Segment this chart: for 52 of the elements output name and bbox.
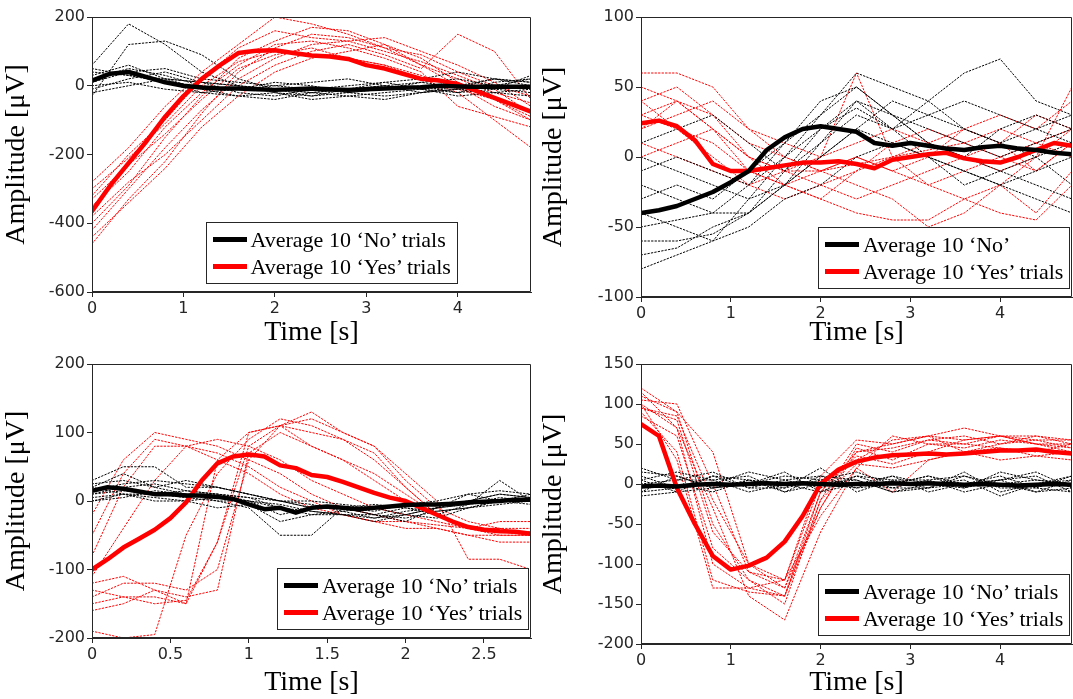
- x-axis-title: Time [s]: [264, 314, 359, 346]
- y-tick-label: -50: [607, 216, 634, 236]
- y-tick-label: 0: [74, 490, 85, 510]
- x-tick-label: 1.5: [314, 643, 340, 663]
- x-tick-label: 1: [243, 643, 254, 663]
- x-tick-label: 3: [905, 649, 916, 669]
- y-tick-label: 100: [603, 6, 634, 26]
- y-tick-label: 50: [613, 433, 634, 453]
- x-tick-label: 4: [452, 297, 463, 317]
- y-axis-title: Amplitude [μV]: [0, 410, 31, 592]
- x-axis-title: Time [s]: [264, 664, 359, 696]
- x-tick-label: 4: [995, 302, 1006, 322]
- x-tick-label: 1: [725, 302, 736, 322]
- y-tick-label: 150: [603, 353, 634, 373]
- y-tick-label: 100: [54, 421, 85, 441]
- x-tick-label: 1: [725, 649, 736, 669]
- legend-label: Average 10 ‘No’ trials: [863, 578, 1059, 605]
- legend-label: Average 10 ‘Yes’ trials: [863, 605, 1064, 632]
- y-tick-label: -100: [48, 558, 85, 578]
- legend-label: Average 10 ‘No’: [863, 231, 1011, 258]
- y-tick-label: 200: [54, 353, 85, 373]
- y-axis-title: Amplitude [μV]: [0, 64, 31, 245]
- y-tick-label: -100: [597, 286, 634, 306]
- y-tick-label: -100: [597, 553, 634, 573]
- y-tick-label: -150: [597, 593, 634, 613]
- y-tick-label: -200: [48, 143, 85, 163]
- x-tick-label: 2: [269, 297, 281, 317]
- legend-label: Average 10 ‘Yes’ trials: [250, 253, 451, 280]
- y-tick-label: 50: [613, 76, 634, 96]
- y-tick-label: 0: [623, 473, 634, 493]
- y-tick-label: 100: [603, 393, 634, 413]
- y-tick-label: 0: [74, 74, 85, 94]
- y-tick-label: -400: [48, 212, 85, 232]
- legend-label: Average 10 ‘Yes’ trials: [322, 599, 523, 626]
- y-tick-label: -600: [48, 281, 85, 301]
- legend-label: Average 10 ‘No’ trials: [322, 572, 518, 599]
- y-axis-title: Amplitude [μV]: [536, 66, 568, 248]
- x-tick-label: 2: [400, 643, 411, 663]
- legend-label: Average 10 ‘No’ trials: [250, 226, 446, 253]
- x-tick-label: 2.5: [471, 643, 497, 663]
- x-tick-label: 3: [361, 297, 372, 317]
- y-tick-label: 200: [54, 6, 85, 26]
- legend-label: Average 10 ‘Yes’ trials: [863, 258, 1064, 285]
- y-tick-label: -200: [597, 633, 634, 653]
- x-tick-label: 0.5: [157, 643, 184, 663]
- y-tick-label: -50: [607, 513, 634, 533]
- x-tick-label: 3: [905, 302, 916, 322]
- y-tick-label: -200: [48, 627, 85, 647]
- y-tick-label: 0: [623, 146, 634, 166]
- x-tick-label: 4: [995, 649, 1006, 669]
- y-axis-title: Amplitude [μV]: [536, 413, 568, 595]
- x-tick-label: 1: [178, 297, 189, 317]
